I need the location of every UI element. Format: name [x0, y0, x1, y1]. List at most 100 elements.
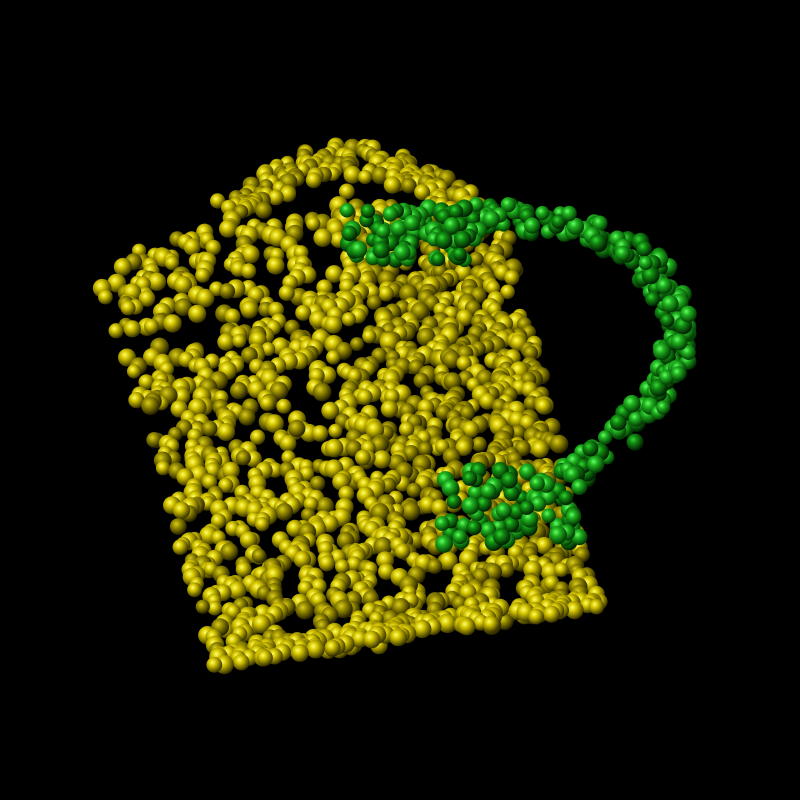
body-point [232, 333, 247, 348]
body-point [413, 619, 432, 639]
body-point [535, 536, 553, 555]
body-point [147, 272, 167, 291]
body-point [398, 421, 415, 437]
body-point [543, 605, 560, 623]
handle-point [571, 479, 588, 495]
handle-point [452, 529, 468, 545]
handle-point [530, 496, 547, 512]
body-point [172, 501, 190, 519]
body-point [510, 424, 526, 440]
handle-point [645, 291, 660, 307]
body-point [366, 294, 382, 310]
body-point [241, 245, 260, 264]
body-point [324, 315, 343, 334]
body-point [335, 559, 350, 574]
body-point [143, 318, 160, 335]
body-point [275, 503, 294, 521]
body-point [187, 582, 202, 598]
body-point [98, 289, 113, 305]
body-point [324, 438, 344, 458]
body-point [378, 285, 394, 302]
handle-point [565, 509, 582, 525]
handle-point [529, 475, 545, 492]
body-point [341, 312, 356, 327]
body-point [343, 165, 362, 184]
handle-point [446, 494, 462, 509]
body-point [479, 392, 496, 410]
handle-point [670, 366, 686, 382]
body-point [128, 392, 145, 409]
body-point [468, 251, 484, 267]
body-point [202, 474, 218, 490]
body-point [394, 543, 411, 559]
handle-point [587, 455, 605, 473]
body-point [172, 539, 189, 555]
body-point [288, 419, 306, 438]
body-point [217, 333, 235, 351]
handle-point [360, 203, 376, 219]
body-point [504, 270, 520, 286]
body-point [254, 517, 270, 532]
body-point [383, 176, 402, 194]
body-point [138, 290, 156, 307]
handle-point [656, 277, 673, 294]
body-point [439, 551, 458, 571]
body-point [371, 166, 390, 185]
body-point [255, 201, 273, 219]
body-point [389, 628, 408, 647]
body-point [269, 381, 289, 400]
handle-point [372, 241, 390, 259]
handle-point [519, 463, 536, 481]
body-point [401, 177, 417, 194]
handle-point [558, 490, 574, 506]
body-point [195, 267, 211, 283]
body-point [303, 496, 319, 512]
body-point [549, 434, 569, 454]
body-point [318, 555, 335, 572]
body-point [588, 599, 605, 615]
body-point [267, 189, 284, 206]
handle-point [609, 414, 627, 431]
body-point [146, 432, 163, 448]
handle-point [524, 217, 541, 234]
handle-point [431, 252, 446, 267]
handle-point [549, 526, 567, 544]
body-point [155, 460, 171, 476]
body-point [218, 477, 234, 493]
body-point [240, 263, 257, 279]
body-point [163, 314, 182, 333]
mug-handle-points [339, 197, 697, 553]
body-point [240, 300, 259, 318]
handle-point [623, 394, 641, 413]
body-point [206, 656, 223, 673]
body-point [459, 405, 475, 421]
body-point [279, 185, 297, 203]
body-point [462, 421, 480, 438]
body-point [442, 350, 461, 369]
body-point [523, 345, 538, 361]
handle-point [551, 214, 566, 229]
body-point [471, 436, 487, 452]
body-point [251, 548, 267, 563]
body-point [365, 420, 385, 440]
handle-point [566, 217, 585, 235]
body-point [358, 169, 373, 185]
body-point [384, 388, 400, 405]
handle-point [638, 256, 653, 270]
handle-point [658, 369, 675, 385]
handle-point [679, 305, 697, 323]
handle-point [341, 225, 358, 242]
body-point [239, 531, 258, 549]
body-point [418, 441, 433, 457]
handle-point [339, 203, 355, 218]
body-point [293, 550, 312, 569]
body-point [164, 255, 180, 271]
body-point [205, 239, 221, 256]
body-point [251, 614, 271, 634]
handle-point [382, 206, 399, 222]
handle-point [350, 240, 368, 258]
handle-point [660, 313, 675, 328]
body-point [256, 649, 273, 666]
body-point [207, 600, 223, 616]
handle-point [500, 471, 518, 489]
